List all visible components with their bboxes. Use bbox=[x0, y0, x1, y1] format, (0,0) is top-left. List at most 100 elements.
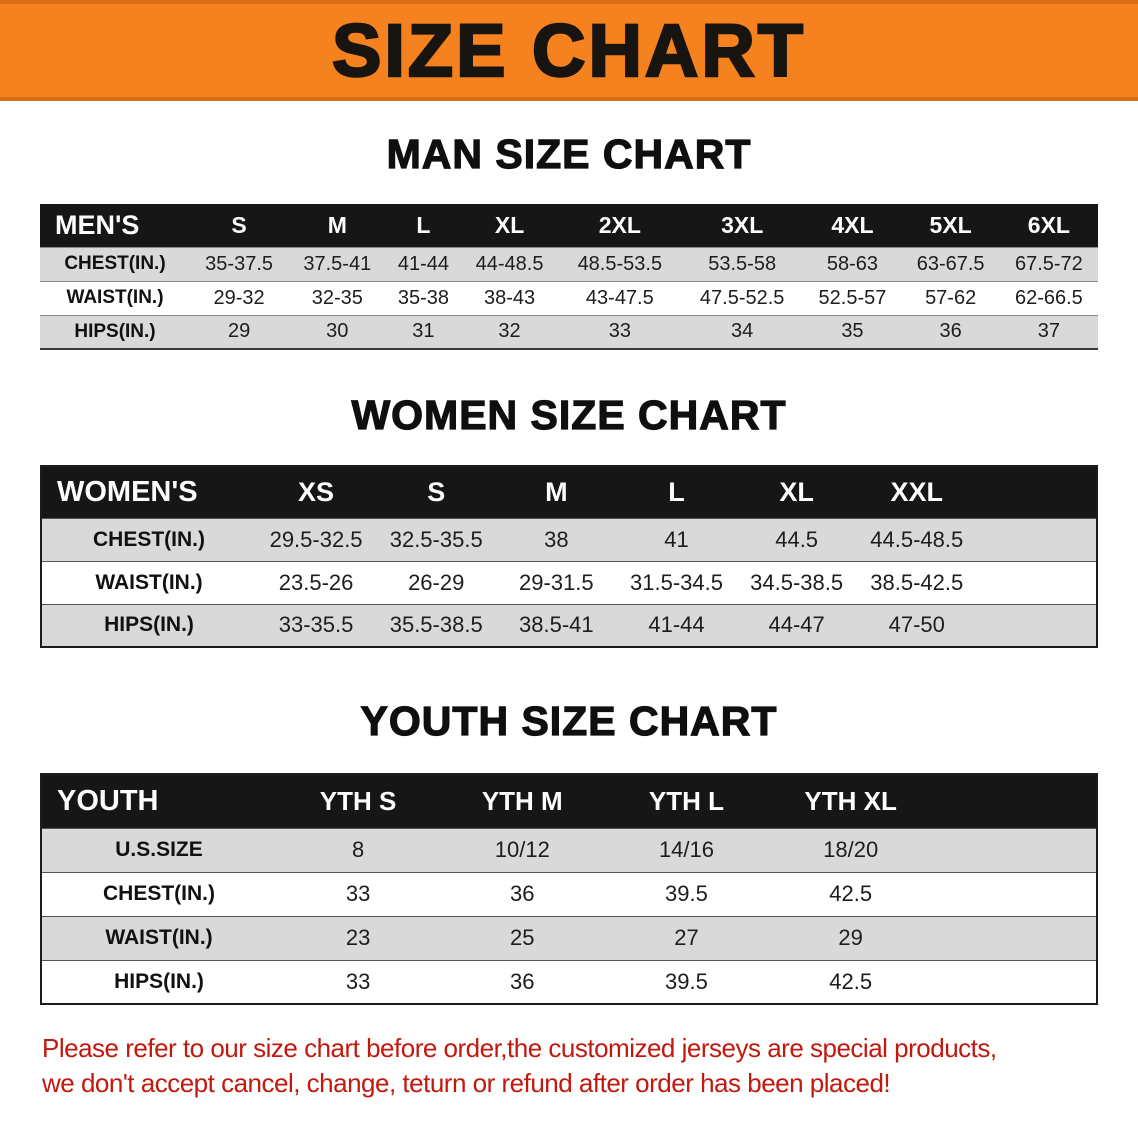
measurement-label: WAIST(IN.) bbox=[66, 287, 164, 308]
measurement-value: 38 bbox=[544, 526, 569, 552]
measurement-row: U.S.SIZE 8 10/12 14/16 18/20 bbox=[41, 828, 1097, 872]
measurement-value: 33 bbox=[608, 320, 631, 343]
size-column-header: YTH L bbox=[604, 774, 769, 828]
measurement-value: 29.5-32.5 bbox=[269, 526, 363, 552]
youth-section-heading: YOUTH SIZE CHART bbox=[360, 697, 778, 744]
measurement-value: 29-31.5 bbox=[519, 569, 594, 595]
measurement-value: 33 bbox=[345, 968, 371, 994]
measurement-value: 25 bbox=[510, 925, 535, 950]
measurement-value: 43-47.5 bbox=[585, 286, 654, 309]
measurement-value: 35.5-38.5 bbox=[389, 612, 483, 638]
measurement-value: 67.5-72 bbox=[1014, 252, 1083, 275]
measurement-row: HIPS(IN.) 29 30 31 32 33 34 35 36 37 bbox=[40, 315, 1098, 349]
measurement-value: 29-32 bbox=[213, 286, 265, 309]
measurement-value: 10/12 bbox=[494, 837, 550, 862]
measurement-value: 53.5-58 bbox=[708, 252, 777, 275]
measurement-value: 48.5-53.5 bbox=[577, 252, 663, 275]
size-column-header: L bbox=[386, 204, 461, 247]
measurement-value: 39.5 bbox=[665, 968, 708, 994]
table-group-label: YOUTH bbox=[41, 774, 276, 828]
measurement-label: WAIST(IN.) bbox=[95, 570, 203, 594]
measurement-value: 38.5-41 bbox=[519, 612, 594, 638]
measurement-value: 41-44 bbox=[397, 252, 449, 275]
youth-size-table: YOUTH YTH S YTH M YTH L YTH XL U.S.SIZE 8 10/12… bbox=[40, 773, 1098, 1005]
measurement-value: 47-50 bbox=[888, 612, 945, 638]
size-column-header: L bbox=[616, 466, 737, 518]
table-group-label: MEN'S bbox=[40, 204, 190, 247]
measurement-value: 34 bbox=[731, 320, 754, 343]
measurement-value: 36 bbox=[510, 968, 535, 994]
measurement-value: 39.5 bbox=[665, 881, 708, 906]
measurement-value: 42.5 bbox=[829, 881, 873, 906]
measurement-value: 8 bbox=[351, 837, 365, 862]
measurement-row: WAIST(IN.) 23 25 27 29 bbox=[41, 916, 1097, 960]
measurement-value: 36 bbox=[939, 320, 962, 343]
measurement-row: HIPS(IN.) 33 36 39.5 42.5 bbox=[41, 960, 1097, 1004]
blank-cell bbox=[977, 604, 1097, 647]
measurement-value: 35 bbox=[841, 320, 864, 343]
blank-cell bbox=[977, 518, 1097, 561]
size-column-header: 5XL bbox=[901, 204, 1000, 247]
size-column-header: S bbox=[376, 466, 497, 518]
measurement-label: WAIST(IN.) bbox=[105, 926, 213, 949]
measurement-value: 14/16 bbox=[658, 837, 714, 862]
measurement-value: 18/20 bbox=[823, 837, 879, 862]
size-column-header: YTH XL bbox=[768, 774, 933, 828]
blank-cell bbox=[933, 960, 1097, 1004]
size-header-row: MEN'S S M L XL 2XL 3XL 4XL 5XL 6XL bbox=[40, 204, 1098, 247]
measurement-row: CHEST(IN.) 29.5-32.5 32.5-35.5 38 41 44.5 44.5… bbox=[41, 518, 1097, 561]
measurement-label: CHEST(IN.) bbox=[93, 527, 205, 551]
measurement-row: CHEST(IN.) 33 36 39.5 42.5 bbox=[41, 872, 1097, 916]
measurement-value: 41 bbox=[664, 526, 689, 552]
size-column-header: M bbox=[288, 204, 387, 247]
measurement-value: 44.5-48.5 bbox=[870, 526, 964, 552]
size-header-row: YOUTH YTH S YTH M YTH L YTH XL bbox=[41, 774, 1097, 828]
measurement-label: CHEST(IN.) bbox=[64, 253, 166, 274]
measurement-value: 44.5 bbox=[775, 526, 819, 552]
measurement-value: 38.5-42.5 bbox=[870, 569, 964, 595]
blank-header-cell bbox=[932, 774, 1097, 828]
size-column-header: YTH M bbox=[440, 774, 605, 828]
measurement-value: 41-44 bbox=[648, 612, 705, 638]
measurement-value: 58-63 bbox=[826, 252, 879, 275]
measurement-value: 29 bbox=[838, 925, 863, 950]
measurement-value: 35-37.5 bbox=[205, 252, 274, 275]
measurement-row: CHEST(IN.) 35-37.5 37.5-41 41-44 44-48.5 48.5… bbox=[40, 247, 1098, 281]
disclaimer-line-2: we don't accept cancel, change, teturn o… bbox=[42, 1068, 891, 1099]
measurement-value: 38-43 bbox=[483, 286, 536, 309]
womens-section: WOMEN SIZE CHART WOMEN'S XS S M L XL XXL CHEST(… bbox=[0, 391, 1138, 648]
size-column-header: 2XL bbox=[558, 204, 681, 247]
blank-cell bbox=[977, 561, 1097, 604]
measurement-value: 29 bbox=[227, 320, 251, 343]
measurement-value: 33-35.5 bbox=[278, 612, 354, 638]
blank-cell bbox=[933, 916, 1097, 960]
measurement-label: CHEST(IN.) bbox=[103, 882, 215, 905]
measurement-value: 44-48.5 bbox=[475, 252, 544, 275]
measurement-value: 62-66.5 bbox=[1014, 286, 1083, 309]
size-column-header: M bbox=[496, 466, 617, 518]
measurement-value: 42.5 bbox=[829, 968, 873, 994]
size-column-header: XL bbox=[460, 204, 559, 247]
measurement-label: HIPS(IN.) bbox=[104, 613, 194, 637]
womens-size-table: WOMEN'S XS S M L XL XXL CHEST(IN.) 29.5-32.5 32.5… bbox=[40, 465, 1098, 648]
disclaimer: Please refer to our size chart before or… bbox=[42, 1031, 1098, 1101]
size-column-header: 6XL bbox=[999, 204, 1098, 247]
blank-cell bbox=[933, 872, 1097, 916]
size-chart-banner: SIZE CHART bbox=[0, 0, 1138, 101]
measurement-value: 31.5-34.5 bbox=[630, 569, 723, 595]
measurement-value: 31 bbox=[412, 320, 435, 343]
mens-section-heading: MAN SIZE CHART bbox=[386, 130, 752, 177]
blank-header-cell bbox=[976, 466, 1097, 518]
measurement-value: 35-38 bbox=[397, 286, 449, 309]
measurement-value: 36 bbox=[510, 881, 535, 906]
measurement-row: HIPS(IN.) 33-35.5 35.5-38.5 38.5-41 41-44 44-… bbox=[41, 604, 1097, 647]
size-column-header: YTH S bbox=[276, 774, 441, 828]
measurement-row: WAIST(IN.) 29-32 32-35 35-38 38-43 43-47.5 47.… bbox=[40, 281, 1098, 315]
measurement-value: 23 bbox=[345, 925, 371, 950]
measurement-value: 32.5-35.5 bbox=[389, 526, 483, 552]
measurement-value: 47.5-52.5 bbox=[699, 286, 785, 309]
measurement-value: 32-35 bbox=[311, 286, 363, 309]
measurement-value: 34.5-38.5 bbox=[750, 569, 844, 595]
measurement-value: 26-29 bbox=[408, 569, 465, 595]
size-header-row: WOMEN'S XS S M L XL XXL bbox=[41, 466, 1097, 518]
